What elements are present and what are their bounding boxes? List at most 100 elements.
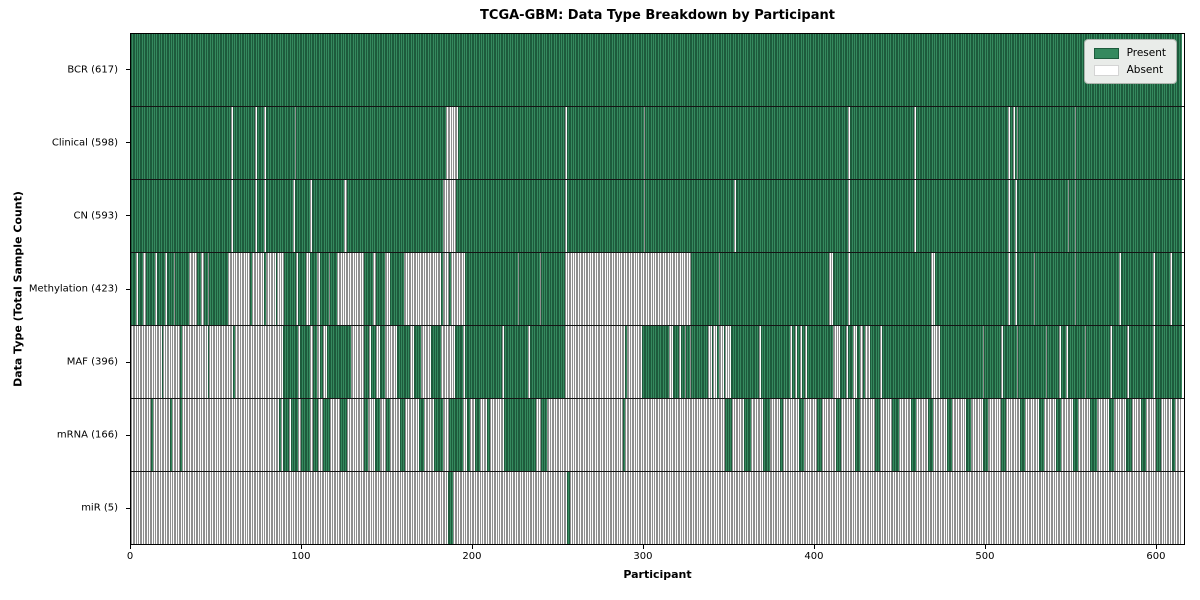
presence-bar bbox=[882, 472, 884, 544]
presence-bar bbox=[505, 180, 508, 252]
presence-bar bbox=[369, 180, 372, 252]
presence-bar bbox=[1112, 472, 1114, 544]
presence-bar bbox=[1033, 472, 1036, 544]
presence-bar bbox=[793, 107, 796, 179]
presence-bar bbox=[153, 180, 155, 252]
presence-bar bbox=[945, 34, 947, 106]
presence-bar bbox=[756, 34, 758, 106]
presence-bar bbox=[509, 399, 511, 471]
presence-bar bbox=[366, 399, 368, 471]
presence-bar bbox=[970, 472, 973, 544]
presence-bar bbox=[468, 180, 470, 252]
presence-bar bbox=[900, 253, 903, 325]
presence-bar bbox=[1106, 326, 1109, 398]
presence-bar bbox=[1088, 326, 1090, 398]
presence-bar bbox=[287, 399, 290, 471]
presence-bar bbox=[967, 326, 969, 398]
presence-bar bbox=[1135, 253, 1138, 325]
presence-bar bbox=[744, 107, 746, 179]
presence-bar bbox=[131, 180, 133, 252]
presence-bar bbox=[258, 180, 261, 252]
presence-bar bbox=[183, 34, 186, 106]
presence-bar bbox=[197, 107, 200, 179]
presence-bar bbox=[493, 399, 496, 471]
presence-bar bbox=[226, 326, 229, 398]
presence-bar bbox=[621, 253, 624, 325]
presence-bar bbox=[762, 399, 765, 471]
presence-bar bbox=[314, 180, 317, 252]
presence-bar bbox=[771, 180, 774, 252]
presence-bar bbox=[313, 399, 315, 471]
presence-bar bbox=[987, 399, 990, 471]
presence-bar bbox=[853, 180, 855, 252]
presence-bar bbox=[991, 399, 993, 471]
presence-bar bbox=[280, 253, 283, 325]
presence-bar bbox=[493, 34, 496, 106]
presence-bar bbox=[1048, 399, 1051, 471]
presence-bar bbox=[590, 107, 593, 179]
presence-bar bbox=[391, 107, 394, 179]
presence-bar bbox=[876, 107, 879, 179]
presence-bar bbox=[366, 34, 368, 106]
presence-bar bbox=[200, 472, 203, 544]
presence-bar bbox=[1020, 399, 1022, 471]
presence-bar bbox=[466, 253, 469, 325]
presence-bar bbox=[662, 180, 665, 252]
presence-bar bbox=[209, 326, 212, 398]
presence-bar bbox=[185, 180, 188, 252]
presence-bar bbox=[602, 107, 605, 179]
presence-bar bbox=[463, 399, 465, 471]
presence-bar bbox=[364, 34, 367, 106]
presence-bar bbox=[323, 472, 326, 544]
presence-bar bbox=[628, 180, 631, 252]
presence-bar bbox=[815, 107, 818, 179]
presence-bar bbox=[628, 34, 631, 106]
presence-bar bbox=[446, 180, 448, 252]
presence-bar bbox=[926, 472, 929, 544]
presence-bar bbox=[538, 253, 540, 325]
presence-bar bbox=[1137, 326, 1140, 398]
presence-bar bbox=[1077, 326, 1080, 398]
presence-bar bbox=[972, 399, 975, 471]
presence-bar bbox=[553, 472, 556, 544]
presence-bar bbox=[1043, 107, 1046, 179]
presence-bar bbox=[188, 34, 191, 106]
presence-bar bbox=[640, 326, 642, 398]
presence-bar bbox=[1149, 107, 1152, 179]
presence-bar bbox=[577, 34, 579, 106]
presence-bar bbox=[955, 399, 958, 471]
presence-bar bbox=[141, 34, 143, 106]
presence-bar bbox=[350, 472, 353, 544]
x-axis-label: Participant bbox=[623, 568, 692, 581]
presence-bar bbox=[136, 326, 138, 398]
presence-bar bbox=[841, 326, 843, 398]
presence-bar bbox=[1079, 472, 1082, 544]
presence-bar bbox=[320, 253, 322, 325]
presence-bar bbox=[394, 399, 397, 471]
presence-bar bbox=[1147, 180, 1150, 252]
presence-bar bbox=[1101, 472, 1104, 544]
presence-bar bbox=[662, 34, 665, 106]
presence-bar bbox=[764, 399, 767, 471]
presence-bar bbox=[776, 34, 779, 106]
presence-bar bbox=[572, 326, 574, 398]
presence-bar bbox=[878, 253, 881, 325]
presence-bar bbox=[350, 399, 353, 471]
presence-bar bbox=[389, 326, 392, 398]
presence-bar bbox=[423, 399, 426, 471]
presence-bar bbox=[377, 107, 380, 179]
presence-bar bbox=[982, 253, 985, 325]
presence-bar bbox=[713, 472, 716, 544]
presence-bar bbox=[257, 180, 259, 252]
presence-bar bbox=[779, 107, 782, 179]
presence-bar bbox=[1006, 107, 1009, 179]
presence-bar bbox=[856, 399, 859, 471]
presence-bar bbox=[512, 326, 515, 398]
presence-bar bbox=[752, 107, 755, 179]
presence-bar bbox=[1108, 399, 1111, 471]
presence-bar bbox=[682, 34, 685, 106]
presence-bar bbox=[381, 107, 384, 179]
presence-bar bbox=[391, 34, 394, 106]
presence-bar bbox=[870, 326, 872, 398]
presence-bar bbox=[662, 399, 665, 471]
